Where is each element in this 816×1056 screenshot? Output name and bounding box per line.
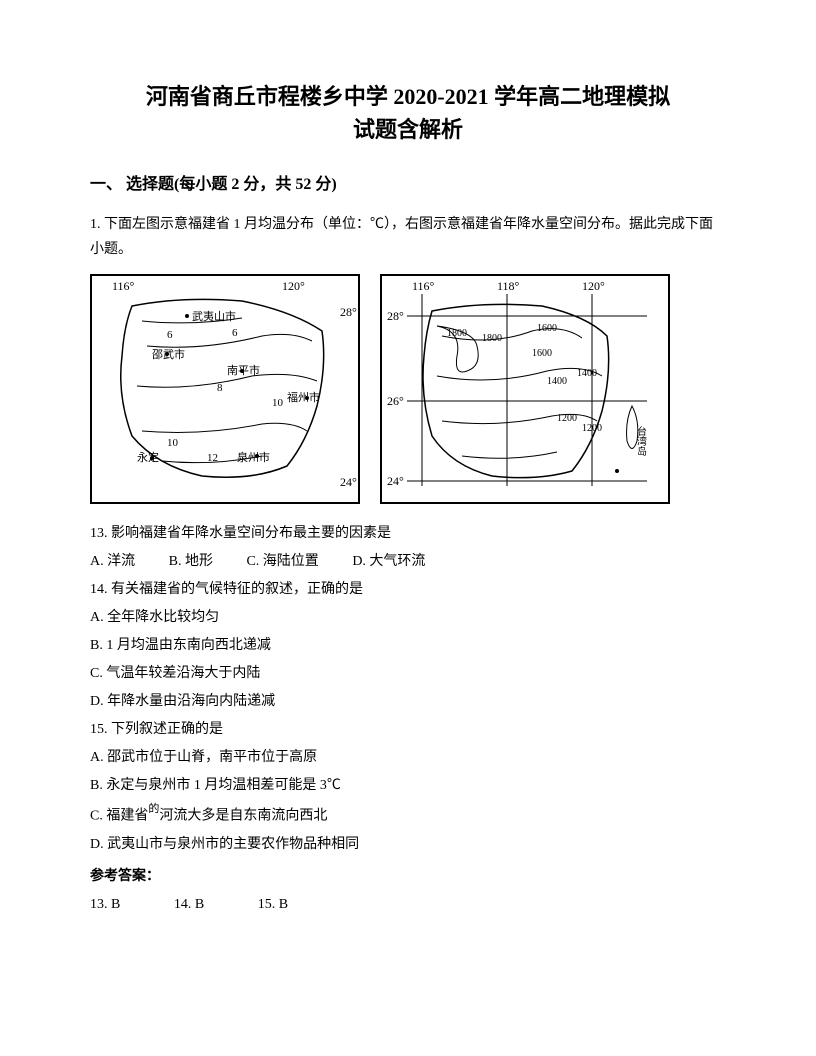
city-dot <box>255 454 259 458</box>
city-label: 永定 <box>137 450 159 464</box>
maps-container: 116° 120° 28° 24° 武夷山市 6 6 邵武市 南平市 8 10 … <box>90 274 726 504</box>
isotherm <box>142 424 307 433</box>
q13-opt-d: D. 大气环流 <box>352 548 425 576</box>
q15-text: 15. 下列叙述正确的是 <box>90 716 726 744</box>
title-line-2: 试题含解析 <box>90 113 726 146</box>
q13-opt-b: B. 地形 <box>169 548 213 576</box>
q15-opt-d: D. 武夷山市与泉州市的主要农作物品种相同 <box>90 831 726 859</box>
answers-line: 13. B 14. B 15. B <box>90 891 726 919</box>
isotherm-label: 10 <box>167 437 179 449</box>
lon-label: 118° <box>497 279 520 293</box>
answer-15: 15. B <box>258 891 288 919</box>
answer-header: 参考答案： <box>90 863 726 891</box>
city-dot <box>240 369 244 373</box>
lon-label: 120° <box>582 279 605 293</box>
q15-opt-b: B. 永定与泉州市 1 月均温相差可能是 3℃ <box>90 772 726 800</box>
city-label: 泉州市 <box>237 450 270 464</box>
isotherm-label: 8 <box>217 382 223 394</box>
isohyet-label: 1400 <box>577 368 597 379</box>
isohyet-label: 1600 <box>532 348 552 359</box>
precipitation-map: 116° 118° 120° 28° 26° 24° 1800 1800 160… <box>380 274 670 504</box>
exam-title: 河南省商丘市程楼乡中学 2020-2021 学年高二地理模拟 试题含解析 <box>90 80 726 146</box>
isotherm-label: 6 <box>232 327 238 339</box>
map-dot <box>615 469 619 473</box>
city-dot <box>150 456 154 460</box>
city-dot <box>185 314 189 318</box>
question-intro: 1. 下面左图示意福建省 1 月均温分布（单位：℃），右图示意福建省年降水量空间… <box>90 212 726 262</box>
isotherm-label: 6 <box>167 329 173 341</box>
q15-c-suffix: 河流大多是自东南流向西北 <box>159 809 327 824</box>
city-label: 福州市 <box>287 390 320 404</box>
temperature-map: 116° 120° 28° 24° 武夷山市 6 6 邵武市 南平市 8 10 … <box>90 274 360 504</box>
section-header: 一、 选择题(每小题 2 分，共 52 分) <box>90 170 726 194</box>
lat-label: 26° <box>387 394 404 408</box>
answer-13: 13. B <box>90 891 120 919</box>
q13-opt-c: C. 海陆位置 <box>246 548 318 576</box>
q14-opt-d: D. 年降水量由沿海向内陆递减 <box>90 688 726 716</box>
lon-label: 120° <box>282 279 305 293</box>
isohyet-label: 1800 <box>482 333 502 344</box>
isohyet <box>462 452 557 458</box>
city-dot <box>305 396 309 400</box>
lat-label: 28° <box>387 309 404 323</box>
isotherm-label: 10 <box>272 397 284 409</box>
answer-14: 14. B <box>174 891 204 919</box>
isohyet-label: 1200 <box>582 423 602 434</box>
lat-label: 24° <box>340 475 357 489</box>
island-label: 台湾岛 <box>635 425 647 457</box>
city-dot <box>165 352 169 356</box>
q13-opt-a: A. 洋流 <box>90 548 135 576</box>
isohyet-label: 1200 <box>557 413 577 424</box>
q15-opt-c: C. 福建省的河流大多是自东南流向西北 <box>90 800 726 831</box>
q14-opt-b: B. 1 月均温由东南向西北递减 <box>90 632 726 660</box>
q14-opt-c: C. 气温年较差沿海大于内陆 <box>90 660 726 688</box>
lon-label: 116° <box>412 279 435 293</box>
q14-opt-a: A. 全年降水比较均匀 <box>90 604 726 632</box>
lat-label: 28° <box>340 305 357 319</box>
isotherm-label: 12 <box>207 452 218 464</box>
isohyet-label: 1800 <box>447 328 467 339</box>
city-label: 武夷山市 <box>192 309 236 323</box>
title-line-1: 河南省商丘市程楼乡中学 2020-2021 学年高二地理模拟 <box>90 80 726 113</box>
lon-label: 116° <box>112 279 135 293</box>
q13-options: A. 洋流 B. 地形 C. 海陆位置 D. 大气环流 <box>90 548 726 576</box>
q15-opt-a: A. 邵武市位于山脊，南平市位于高原 <box>90 744 726 772</box>
lat-label: 24° <box>387 474 404 488</box>
q15-c-de: 的 <box>148 803 159 815</box>
isohyet-label: 1400 <box>547 376 567 387</box>
q13-text: 13. 影响福建省年降水量空间分布最主要的因素是 <box>90 520 726 548</box>
isohyet-label: 1600 <box>537 323 557 334</box>
q15-c-prefix: C. 福建省 <box>90 809 148 824</box>
q14-text: 14. 有关福建省的气候特征的叙述，正确的是 <box>90 576 726 604</box>
